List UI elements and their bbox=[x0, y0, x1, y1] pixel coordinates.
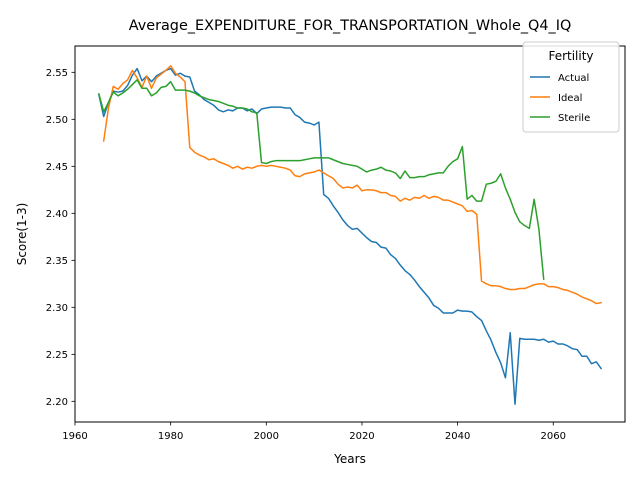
legend-box bbox=[522, 41, 620, 133]
x-tick-label: 1980 bbox=[158, 431, 183, 442]
series-line-ideal bbox=[102, 64, 602, 305]
series-line-actual bbox=[98, 67, 603, 405]
x-tick-label: 2040 bbox=[445, 431, 470, 442]
series-line-sterile bbox=[97, 79, 545, 280]
plot-frame bbox=[74, 45, 626, 423]
legend-label-ideal: Ideal bbox=[558, 93, 582, 104]
y-tick-label: 2.40 bbox=[46, 209, 68, 220]
y-tick-label: 2.50 bbox=[46, 115, 68, 126]
y-tick-label: 2.30 bbox=[46, 303, 68, 314]
legend-label-sterile: Sterile bbox=[558, 113, 590, 124]
x-tick-label: 1960 bbox=[62, 431, 87, 442]
y-tick-label: 2.35 bbox=[46, 256, 68, 267]
y-tick-label: 2.20 bbox=[46, 397, 68, 408]
legend: Fertility Actual Ideal Sterile bbox=[522, 41, 620, 133]
y-axis: 2.20 2.25 2.30 2.35 2.40 2.45 2.50 2.55 bbox=[46, 68, 75, 408]
y-tick-label: 2.55 bbox=[46, 68, 68, 79]
y-tick-label: 2.25 bbox=[46, 350, 68, 361]
y-tick-label: 2.45 bbox=[46, 162, 68, 173]
x-tick-label: 2020 bbox=[349, 431, 374, 442]
plot-area bbox=[97, 64, 603, 405]
x-tick-label: 2000 bbox=[254, 431, 279, 442]
legend-title: Fertility bbox=[548, 49, 593, 63]
x-axis: 1960 1980 2000 2020 2040 2060 bbox=[62, 422, 566, 442]
y-axis-label: Score(1-3) bbox=[15, 203, 29, 266]
x-axis-label: Years bbox=[333, 452, 366, 466]
chart-title: Average_EXPENDITURE_FOR_TRANSPORTATION_W… bbox=[129, 18, 572, 34]
x-tick-label: 2060 bbox=[541, 431, 566, 442]
legend-label-actual: Actual bbox=[558, 73, 589, 84]
legend-items: Actual Ideal Sterile bbox=[530, 73, 590, 124]
